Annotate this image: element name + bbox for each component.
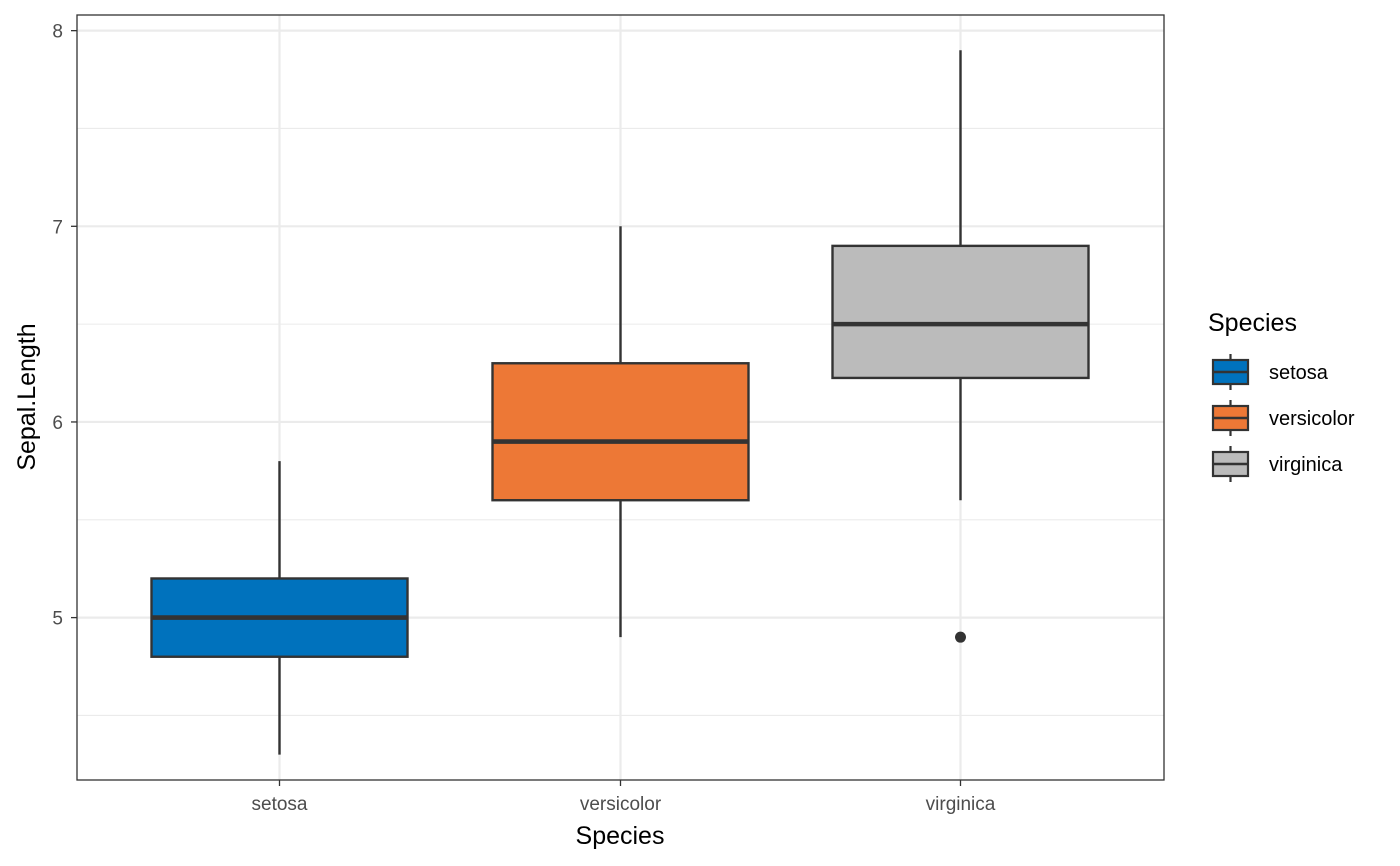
legend-item-versicolor: versicolor bbox=[1211, 400, 1355, 436]
legend-label: virginica bbox=[1269, 454, 1343, 476]
x-tick-label: setosa bbox=[252, 794, 308, 815]
y-axis: 5 6 7 8 bbox=[52, 22, 77, 630]
x-axis: setosa versicolor virginica bbox=[252, 780, 996, 815]
y-tick-label: 7 bbox=[52, 217, 63, 238]
outlier-point bbox=[955, 631, 966, 643]
box-versicolor bbox=[491, 226, 750, 638]
y-tick-label: 5 bbox=[52, 609, 63, 630]
legend-label: versicolor bbox=[1269, 408, 1355, 430]
x-tick-label: virginica bbox=[926, 794, 996, 815]
box-rect bbox=[491, 362, 750, 502]
boxplot-series bbox=[150, 50, 1090, 755]
x-tick-label: versicolor bbox=[580, 794, 662, 815]
legend: Species setosa versicolor virginica bbox=[1208, 309, 1355, 482]
x-axis-title: Species bbox=[576, 822, 665, 850]
y-tick-label: 6 bbox=[52, 413, 63, 434]
box-setosa bbox=[150, 461, 409, 755]
box-rect bbox=[831, 244, 1090, 380]
y-axis-title: Sepal.Length bbox=[13, 323, 41, 470]
legend-item-setosa: setosa bbox=[1211, 354, 1329, 390]
box-virginica bbox=[831, 50, 1090, 643]
legend-items: setosa versicolor virginica bbox=[1211, 354, 1355, 482]
y-tick-label: 8 bbox=[52, 22, 63, 43]
legend-title: Species bbox=[1208, 309, 1297, 337]
legend-label: setosa bbox=[1269, 362, 1329, 384]
legend-item-virginica: virginica bbox=[1211, 446, 1343, 482]
